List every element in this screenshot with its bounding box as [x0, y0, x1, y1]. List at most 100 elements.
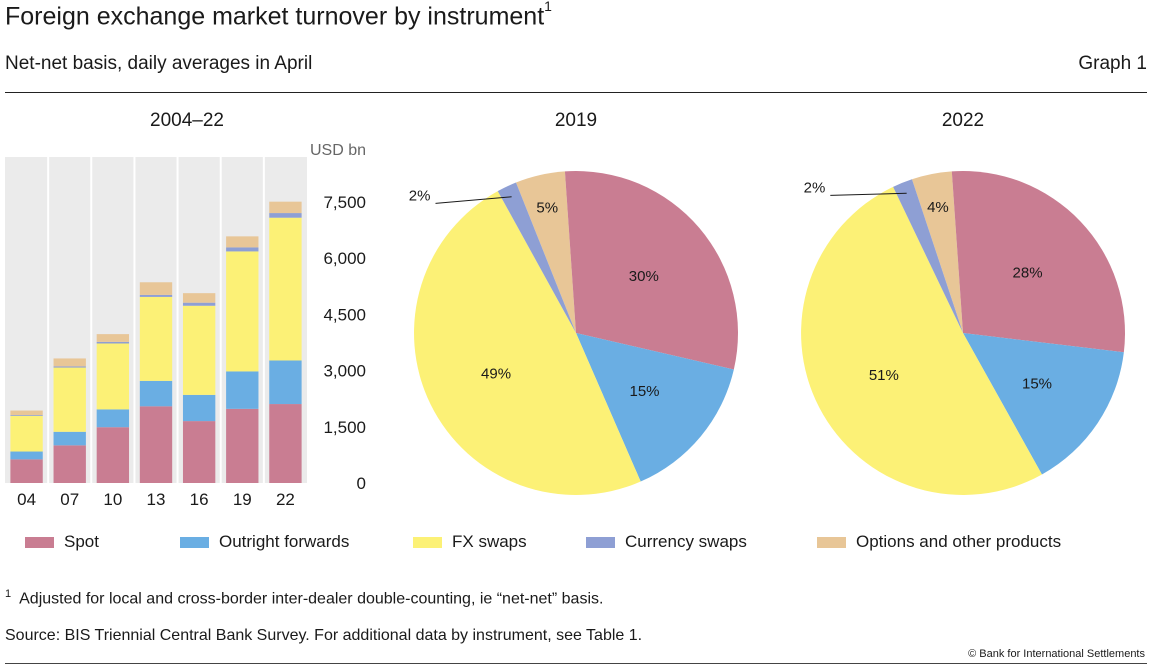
bar-currency-swaps-10 [96, 341, 130, 344]
legend-item-spot: Spot [25, 531, 99, 553]
bar-outright-forwards-13 [139, 380, 173, 407]
legend-label-spot: Spot [64, 532, 99, 551]
pie-slice-currency-swaps [497, 182, 576, 333]
pie-slice-spot [951, 171, 1126, 353]
y-tick-label-3000: 3,000 [323, 362, 366, 381]
pie-label-outright-forwards: 15% [629, 383, 659, 400]
pie-slice-options-and-other-products [515, 171, 576, 333]
x-tick-label-10: 10 [103, 490, 122, 509]
legend-swatch-options [817, 536, 846, 548]
pie-label-spot: 28% [1013, 265, 1043, 282]
x-tick-label-13: 13 [147, 490, 166, 509]
bar-currency-swaps-19 [226, 247, 259, 252]
pie-label-outright-forwards: 15% [1022, 376, 1052, 393]
legend-item-options: Options and other products [817, 531, 1061, 553]
panel-title-2019: 2019 [555, 110, 597, 131]
bar-fx-swaps-13 [139, 296, 173, 381]
y-tick-label-4500: 4,500 [323, 305, 366, 324]
pie-leader-line-currency-swaps [830, 192, 907, 196]
chart-subtitle: Net-net basis, daily averages in April [5, 53, 313, 74]
bar-spot-04 [10, 459, 43, 483]
x-tick-label-07: 07 [60, 490, 79, 509]
pie-label-currency-swaps: 2% [409, 187, 431, 204]
panel-title-bar: 2004–22 [150, 110, 224, 131]
bar-options-and-other-products-10 [96, 334, 130, 342]
pie-label-fx-swaps: 51% [869, 367, 899, 384]
bar-outright-forwards-07 [53, 431, 86, 446]
legend-label-fx-swaps: FX swaps [452, 532, 527, 551]
bar-options-and-other-products-16 [182, 293, 216, 303]
pie-slice-outright-forwards [576, 333, 734, 482]
title-footnote-marker: 1 [544, 0, 552, 14]
footnote-text: Adjusted for local and cross-border inte… [19, 590, 604, 608]
pie-slice-spot [564, 171, 738, 370]
y-tick-label-0: 0 [357, 474, 366, 493]
pie-slice-fx-swaps [801, 186, 1042, 495]
y-tick-label-7500: 7,500 [323, 193, 366, 212]
x-tick-label-04: 04 [17, 490, 36, 509]
bar-spot-16 [182, 421, 216, 483]
bar-currency-swaps-16 [182, 302, 216, 306]
panel-title-2022: 2022 [942, 110, 984, 131]
bar-fx-swaps-07 [53, 367, 86, 432]
pie-label-currency-swaps: 2% [804, 179, 826, 196]
pie-chart-2022: 2022 4% 28% 15% 51% 2% [801, 110, 1126, 495]
bar-spot-19 [226, 408, 259, 483]
footnote-marker: 1 [5, 588, 12, 600]
legend-label-options: Options and other products [856, 532, 1062, 551]
source-note: Source: BIS Triennial Central Bank Surve… [5, 627, 643, 644]
bar-fx-swaps-16 [182, 305, 216, 395]
legend-swatch-currency-swaps [586, 536, 615, 548]
bar-options-and-other-products-22 [269, 201, 302, 214]
y-tick-label-6000: 6,000 [323, 249, 366, 268]
stacked-bar-chart: 04 07 10 13 16 19 22 0 1,500 3,000 4,500 6,000 7,500… [5, 110, 366, 509]
footer-rule [5, 663, 1147, 664]
y-unit-label: USD bn [310, 142, 366, 159]
pie-slice-currency-swaps [893, 179, 963, 333]
pie-slice-options-and-other-products [911, 171, 963, 333]
x-tick-label-16: 16 [190, 490, 209, 509]
legend-label-outright-forwards: Outright forwards [219, 532, 350, 551]
graph-number: Graph 1 [1078, 53, 1147, 74]
legend-swatch-fx-swaps [413, 536, 442, 548]
pie-label-fx-swaps: 49% [481, 365, 511, 382]
bar-outright-forwards-10 [96, 409, 130, 428]
legend-swatch-outright-forwards [180, 536, 209, 548]
x-tick-label-19: 19 [233, 490, 252, 509]
bar-currency-swaps-04 [10, 414, 43, 416]
y-tick-label-1500: 1,500 [323, 418, 366, 437]
bar-spot-22 [269, 404, 302, 483]
pie-label-spot: 30% [629, 268, 659, 285]
bar-fx-swaps-19 [226, 251, 259, 372]
bar-outright-forwards-04 [10, 451, 43, 460]
x-tick-label-22: 22 [276, 490, 295, 509]
header-rule [5, 92, 1147, 93]
bar-outright-forwards-19 [226, 371, 259, 409]
pie-chart-2019: 2019 5% 30% 15% 49% 2% [409, 110, 738, 495]
pie-slice-outright-forwards [963, 333, 1124, 475]
legend-item-fx-swaps: FX swaps [413, 531, 527, 553]
charts-area: 04 07 10 13 16 19 22 0 1,500 3,000 4,500 6,000 7,500… [5, 110, 1126, 509]
bar-fx-swaps-10 [96, 343, 130, 410]
bar-fx-swaps-22 [269, 217, 302, 361]
pie-leader-line-currency-swaps [435, 196, 512, 204]
bar-fx-swaps-04 [10, 415, 43, 452]
bar-currency-swaps-13 [139, 294, 173, 297]
footnote: 1 Adjusted for local and cross-border int… [5, 588, 603, 608]
legend-swatch-spot [25, 536, 54, 548]
bar-spot-13 [139, 406, 173, 483]
bar-options-and-other-products-07 [53, 358, 86, 367]
bar-currency-swaps-07 [53, 366, 86, 368]
legend-item-outright-forwards: Outright forwards [180, 531, 349, 553]
bar-options-and-other-products-19 [226, 236, 259, 248]
copyright: © Bank for International Settlements [968, 648, 1145, 660]
legend-item-currency-swaps: Currency swaps [586, 531, 747, 553]
chart-title: Foreign exchange market turnover by inst… [5, 0, 552, 31]
pie-slice-fx-swaps [414, 191, 641, 495]
bar-outright-forwards-16 [182, 394, 216, 422]
bar-options-and-other-products-13 [139, 282, 173, 295]
bar-spot-07 [53, 445, 86, 483]
pie-label-options-and-other-products: 5% [536, 200, 558, 217]
bar-spot-10 [96, 427, 130, 483]
pie-label-options-and-other-products: 4% [927, 199, 949, 216]
